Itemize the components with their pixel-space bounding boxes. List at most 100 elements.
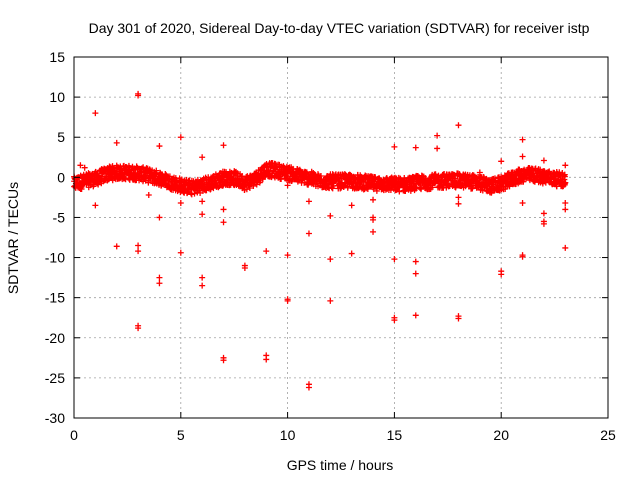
- band-point: [188, 191, 195, 198]
- x-tick-label: 25: [600, 427, 616, 443]
- outlier-point: [455, 194, 462, 201]
- outlier-point: [199, 211, 206, 218]
- outlier-point: [177, 134, 184, 141]
- outlier-point: [327, 256, 334, 263]
- outlier-point: [391, 143, 398, 150]
- outlier-point: [199, 274, 206, 281]
- outlier-point: [77, 162, 84, 169]
- outlier-point: [284, 252, 291, 259]
- outlier-point: [540, 220, 547, 227]
- outlier-point: [81, 164, 88, 171]
- outlier-point: [177, 200, 184, 207]
- band-point: [534, 173, 541, 180]
- y-tick-label: 10: [49, 89, 65, 105]
- x-tick-label: 10: [280, 427, 296, 443]
- outlier-point: [487, 179, 494, 186]
- outlier-point: [220, 206, 227, 213]
- band-point: [396, 188, 403, 195]
- x-tick-label: 15: [387, 427, 403, 443]
- x-tick-label: 0: [70, 427, 78, 443]
- band-point: [185, 185, 192, 192]
- outlier-point: [391, 317, 398, 324]
- outlier-point: [135, 325, 142, 332]
- outlier-point: [412, 312, 419, 319]
- outlier-point: [412, 270, 419, 277]
- x-axis-label: GPS time / hours: [287, 457, 394, 473]
- outlier-point: [263, 356, 270, 363]
- outlier-point: [199, 282, 206, 289]
- outlier-point: [476, 169, 483, 176]
- outlier-point: [562, 200, 569, 207]
- outlier-point: [562, 244, 569, 251]
- outlier-point: [412, 258, 419, 265]
- outlier-point: [327, 212, 334, 219]
- outlier-point: [113, 139, 120, 146]
- outlier-point: [305, 198, 312, 205]
- band-point: [469, 185, 476, 192]
- outlier-point: [519, 136, 526, 143]
- outlier-point: [519, 253, 526, 260]
- band-point: [561, 181, 568, 188]
- outlier-point: [498, 158, 505, 165]
- outlier-point: [370, 228, 377, 235]
- outlier-point: [348, 202, 355, 209]
- outlier-point: [434, 145, 441, 152]
- y-tick-label: 5: [57, 129, 65, 145]
- band-point: [153, 167, 160, 174]
- band-point: [410, 181, 417, 188]
- outlier-point: [199, 198, 206, 205]
- outlier-point: [305, 384, 312, 391]
- outlier-point: [284, 182, 291, 189]
- outlier-point: [135, 242, 142, 249]
- outlier-point: [92, 202, 99, 209]
- outlier-point: [220, 357, 227, 364]
- x-tick-label: 5: [177, 427, 185, 443]
- outlier-point: [562, 162, 569, 169]
- outlier-point: [370, 216, 377, 223]
- outlier-point: [434, 132, 441, 139]
- data-marks: [71, 90, 569, 391]
- outlier-point: [562, 206, 569, 213]
- outlier-point: [455, 200, 462, 207]
- outlier-point: [327, 297, 334, 304]
- outlier-point: [135, 90, 142, 97]
- outlier-point: [348, 250, 355, 257]
- outlier-point: [370, 196, 377, 203]
- outlier-point: [241, 264, 248, 271]
- outlier-point: [519, 200, 526, 207]
- y-tick-label: -25: [45, 370, 65, 386]
- band-point: [243, 186, 250, 193]
- y-tick-label: -30: [45, 410, 65, 426]
- y-tick-label: -20: [45, 330, 65, 346]
- outlier-point: [498, 271, 505, 278]
- outlier-point: [177, 249, 184, 256]
- outlier-point: [92, 110, 99, 117]
- x-tick-label: 20: [493, 427, 509, 443]
- outlier-point: [263, 248, 270, 255]
- y-tick-label: -5: [53, 209, 66, 225]
- band-point: [140, 164, 147, 171]
- y-tick-label: -15: [45, 290, 65, 306]
- outlier-point: [284, 297, 291, 304]
- y-tick-label: -10: [45, 250, 65, 266]
- y-tick-label: 15: [49, 49, 65, 65]
- band-point: [225, 171, 232, 178]
- outlier-point: [145, 191, 152, 198]
- outlier-point: [156, 143, 163, 150]
- outlier-point: [199, 154, 206, 161]
- outlier-point: [220, 219, 227, 226]
- grid-lines: [74, 57, 608, 418]
- outlier-point: [391, 256, 398, 263]
- outlier-point: [156, 274, 163, 281]
- axis-ticks: 0 5 10 15 20 25 15 10 5 0 -5 -10 -15 -20 -25 -30: [45, 49, 616, 443]
- outlier-point: [540, 210, 547, 217]
- outlier-point: [220, 142, 227, 149]
- band-point: [561, 171, 568, 178]
- plot-frame: [73, 56, 609, 419]
- outlier-point: [113, 243, 120, 250]
- outlier-point: [156, 280, 163, 287]
- outlier-point: [519, 153, 526, 160]
- chart-title: Day 301 of 2020, Sidereal Day-to-day VTE…: [89, 20, 590, 36]
- outlier-point: [135, 248, 142, 255]
